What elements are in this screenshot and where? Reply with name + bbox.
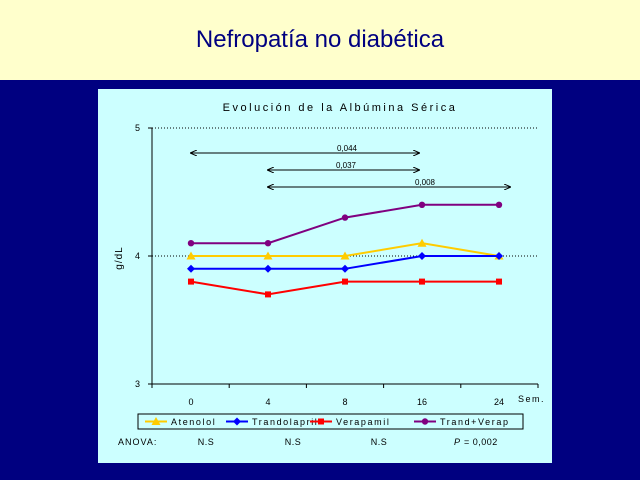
- data-point-verapamil: [265, 291, 271, 298]
- legend-label: Verapamil: [336, 417, 390, 427]
- data-point-atenolol: [417, 238, 427, 247]
- x-tick-label: 16: [417, 397, 427, 407]
- legend-label: Atenolol: [171, 417, 216, 427]
- legend-item-trand-verap: Trand+Verap: [414, 417, 510, 427]
- legend-marker: [318, 418, 324, 425]
- anova-value-2: N.S: [285, 437, 302, 447]
- anova-value-3: N.S: [371, 437, 388, 447]
- anova-row: ANOVA: N.S N.S N.S P = 0,002: [118, 437, 498, 447]
- slide-title: Nefropatía no diabética: [195, 26, 445, 53]
- series-lines: [186, 201, 504, 298]
- series-line-trand-verap: [191, 203, 499, 245]
- data-point-trand-verap: [264, 240, 272, 247]
- anova-p-value: = 0,002: [464, 437, 498, 447]
- data-point-verapamil: [342, 278, 348, 285]
- series-trand-verap: [187, 201, 503, 247]
- y-axis-label: g/dL: [114, 246, 125, 269]
- anova-p-label: P: [454, 437, 460, 447]
- data-point-verapamil: [188, 278, 194, 285]
- legend-marker: [233, 417, 241, 426]
- annotation-label: 0,037: [336, 161, 357, 170]
- legend-label: Trand+Verap: [440, 417, 510, 427]
- legend-marker: [421, 418, 429, 425]
- x-axis-label: Sem.: [518, 394, 545, 404]
- data-point-atenolol: [263, 251, 273, 260]
- data-point-trand-verap: [187, 240, 195, 247]
- data-point-trandolapril: [341, 264, 349, 273]
- header-band: Nefropatía no diabética: [0, 0, 640, 80]
- y-tick-label: 3: [135, 379, 140, 389]
- annotation-label: 0,008: [415, 178, 436, 187]
- data-point-trandolapril: [418, 252, 426, 260]
- x-tick-label: 0: [188, 397, 193, 407]
- chart-panel: Evolución de la Albúmina Sérica g/dL Sem…: [98, 89, 552, 463]
- data-point-atenolol: [340, 251, 350, 260]
- series-verapamil: [188, 278, 502, 298]
- data-point-trandolapril: [264, 264, 272, 273]
- series-trandolapril: [187, 252, 503, 273]
- y-tick-label: 4: [135, 251, 140, 261]
- x-tick-label: 4: [265, 397, 270, 407]
- data-point-trand-verap: [495, 201, 503, 208]
- data-point-trandolapril: [495, 252, 503, 260]
- albumin-chart: Evolución de la Albúmina Sérica g/dL Sem…: [114, 102, 545, 447]
- data-point-trand-verap: [418, 201, 426, 208]
- tick-labels: 3 4 5 0 4 8 16 24: [135, 123, 539, 407]
- data-point-atenolol: [186, 251, 196, 260]
- y-tick-label: 5: [135, 123, 140, 133]
- legend: Atenolol Trandolapril Verapamil Trand+Verap: [145, 417, 510, 427]
- anova-label: ANOVA:: [118, 437, 157, 447]
- significance-annotations: 0,044 0,037 0,008: [191, 144, 510, 187]
- chart-title: Evolución de la Albúmina Sérica: [223, 102, 458, 114]
- legend-marker: [151, 417, 161, 425]
- data-point-verapamil: [419, 278, 425, 285]
- legend-label: Trandolapril: [252, 417, 318, 427]
- x-tick-label: 24: [494, 397, 504, 407]
- data-point-trandolapril: [187, 264, 195, 273]
- anova-value-1: N.S: [198, 437, 215, 447]
- legend-item-verapamil: Verapamil: [310, 417, 390, 427]
- legend-item-trandolapril: Trandolapril: [226, 417, 318, 427]
- data-point-verapamil: [496, 278, 502, 285]
- legend-item-atenolol: Atenolol: [145, 417, 216, 427]
- legend-box: [137, 413, 524, 430]
- data-point-trand-verap: [341, 214, 349, 221]
- x-tick-label: 8: [342, 397, 347, 407]
- annotation-label: 0,044: [337, 144, 358, 153]
